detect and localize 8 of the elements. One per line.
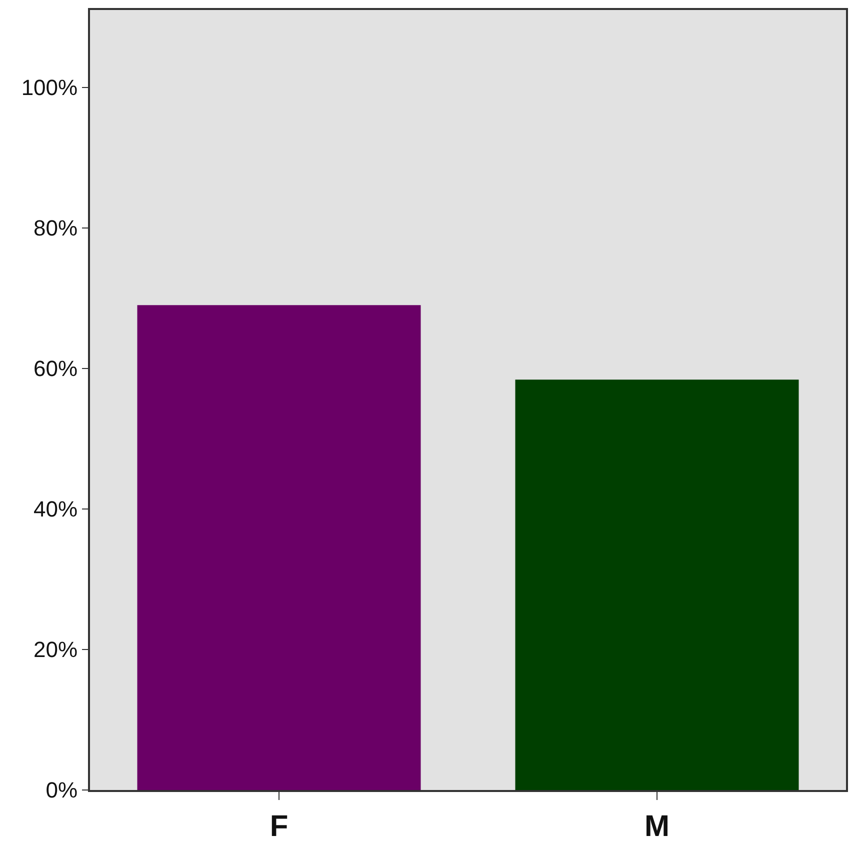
y-tick-label: 40% bbox=[34, 496, 78, 522]
y-tick-label: 20% bbox=[34, 637, 78, 662]
y-tick-label: 60% bbox=[34, 356, 78, 382]
y-tick-label: 0% bbox=[46, 778, 78, 803]
y-tick-label: 80% bbox=[34, 216, 78, 241]
y-tick-label: 100% bbox=[21, 75, 78, 100]
x-tick-label: F bbox=[270, 810, 288, 843]
x-tick-label: M bbox=[644, 810, 670, 843]
